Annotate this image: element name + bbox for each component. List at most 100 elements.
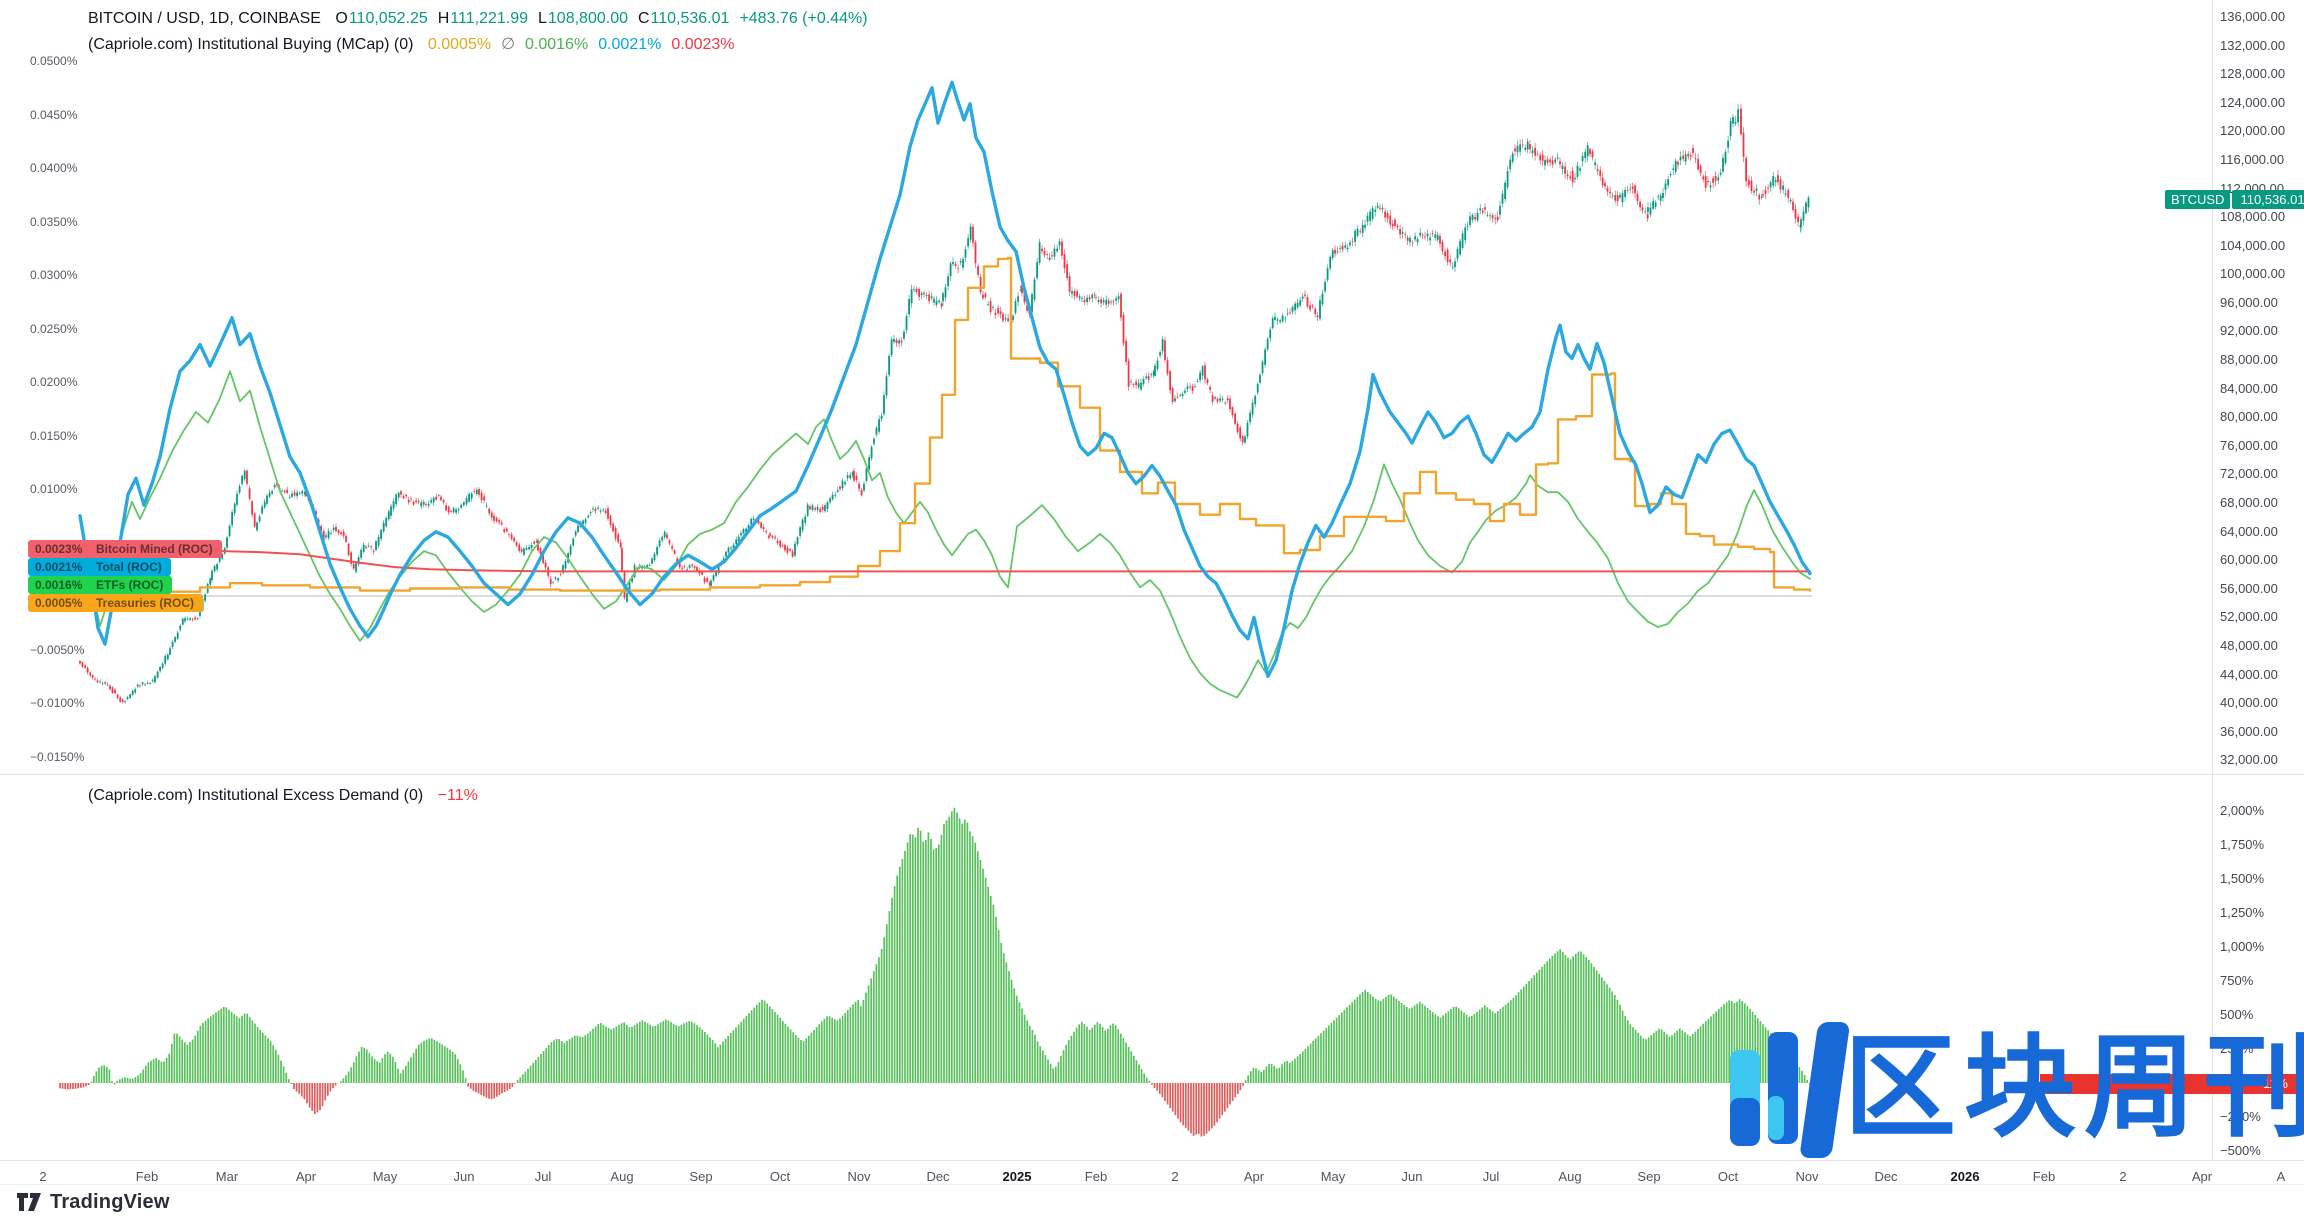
roc-tag-value: 0.0021% (35, 560, 83, 574)
lower-pct-tick: 500% (2220, 1007, 2254, 1022)
time-tick: May (1320, 1169, 1346, 1184)
price-tick: 48,000.00 (2220, 637, 2278, 653)
lower-indicator-legend-row[interactable]: (Capriole.com) Institutional Excess Dema… (88, 787, 478, 805)
roc-tag-value: 0.0016% (35, 578, 83, 592)
price-tick: 44,000.00 (2220, 666, 2278, 682)
price-tick: 52,000.00 (2220, 609, 2278, 625)
time-tick: A (2276, 1169, 2286, 1184)
ohlc-value: 108,800.00 (547, 10, 628, 27)
roc-tag-label: ETFs (ROC) (96, 578, 164, 592)
price-tick: 40,000.00 (2220, 695, 2278, 711)
time-tick: Feb (135, 1169, 159, 1184)
price-change: +483.76 (+0.44%) (739, 10, 868, 27)
roc-tag-total-roc-: 0.0021% Total (ROC) (28, 558, 171, 576)
indicator-value: 0.0023% (671, 36, 735, 53)
time-tick: Jun (1401, 1169, 1423, 1184)
time-tick: May (372, 1169, 398, 1184)
time-tick: Jun (453, 1169, 475, 1184)
time-tick: Dec (926, 1169, 950, 1184)
footer-divider (0, 1184, 2304, 1185)
time-tick: Dec (1874, 1169, 1898, 1184)
ohlc-key: C (637, 10, 650, 27)
price-tick: 88,000.00 (2220, 352, 2278, 368)
price-tick: 128,000.00 (2220, 66, 2286, 82)
price-tick: 64,000.00 (2220, 523, 2278, 539)
indicator-value: ∅ (501, 36, 516, 53)
time-tick: 2 (39, 1169, 47, 1184)
time-tick: Apr (295, 1169, 317, 1184)
price-tick: 136,000.00 (2220, 9, 2286, 24)
price-tick: 60,000.00 (2220, 552, 2278, 568)
excess-demand-last-value: −11% (2255, 1076, 2288, 1091)
last-price-value: 110,536.01 (2232, 190, 2304, 209)
pane-separator[interactable] (0, 774, 2304, 775)
time-tick: 2026 (1950, 1169, 1980, 1184)
price-tick: 92,000.00 (2220, 323, 2278, 339)
price-tick: 72,000.00 (2220, 466, 2278, 482)
lower-indicator-value: −11% (437, 787, 478, 804)
indicator-value: 0.0016% (525, 36, 589, 53)
ohlc-key: O (335, 10, 348, 27)
tradingview-logo-icon (17, 1193, 41, 1211)
time-tick: Mar (215, 1169, 239, 1184)
time-tick: Nov (1795, 1169, 1819, 1184)
time-tick: Sep (1637, 1169, 1661, 1184)
price-tick: 108,000.00 (2220, 209, 2286, 225)
tradingview-logo-text: TradingView (50, 1190, 170, 1213)
lower-pct-tick: 1,000% (2220, 939, 2265, 954)
ohlc-key: H (437, 10, 450, 27)
indicator-value: 0.0021% (598, 36, 662, 53)
symbol-legend-row[interactable]: BITCOIN / USD, 1D, COINBASE O110,052.25 H… (88, 10, 868, 28)
time-tick: 2025 (1002, 1169, 1032, 1184)
time-tick: Apr (2191, 1169, 2213, 1184)
indicator-legend-row[interactable]: (Capriole.com) Institutional Buying (MCa… (88, 34, 735, 54)
lower-pct-tick: 750% (2220, 973, 2254, 988)
time-tick: Aug (1558, 1169, 1582, 1184)
price-tick: 120,000.00 (2220, 123, 2286, 139)
time-tick: Apr (1243, 1169, 1265, 1184)
roc-tag-label: Bitcoin Mined (ROC) (96, 542, 213, 556)
last-price-tag: BTCUSD 110,536.01 (2165, 190, 2304, 209)
price-tick: 104,000.00 (2220, 237, 2286, 253)
roc-tag-bitcoin-mined-roc-: 0.0023% Bitcoin Mined (ROC) (28, 540, 222, 558)
ohlc-value: 111,221.99 (450, 10, 528, 27)
symbol-title: BITCOIN / USD, 1D, COINBASE (88, 10, 321, 27)
roc-tag-label: Total (ROC) (96, 560, 162, 574)
price-tick: 56,000.00 (2220, 580, 2278, 596)
price-tick: 68,000.00 (2220, 495, 2278, 511)
price-tick: 84,000.00 (2220, 380, 2278, 396)
time-tick: Feb (2032, 1169, 2056, 1184)
roc-tag-treasuries-roc-: 0.0005% Treasuries (ROC) (28, 594, 204, 612)
price-tick: 32,000.00 (2220, 752, 2278, 768)
time-tick: Oct (1717, 1169, 1739, 1184)
lower-pct-tick: 1,750% (2220, 837, 2265, 852)
right-axis-border (2212, 0, 2213, 1160)
time-tick: Jul (1482, 1169, 1500, 1184)
time-tick: Jul (534, 1169, 552, 1184)
price-tick: 132,000.00 (2220, 37, 2286, 53)
footer-branding[interactable]: TradingView (16, 1190, 170, 1214)
excess-demand-value-tag: −11% (2040, 1074, 2298, 1094)
price-tick: 36,000.00 (2220, 723, 2278, 739)
time-tick: Nov (847, 1169, 871, 1184)
indicator-title: (Capriole.com) Institutional Buying (MCa… (88, 36, 414, 53)
indicator-value: 0.0005% (427, 36, 492, 53)
time-tick: Sep (689, 1169, 713, 1184)
right-price-axis[interactable]: 136,000.00 132,000.00 128,000.00 124,000.00… (2220, 0, 2304, 1160)
roc-tag-label: Treasuries (ROC) (96, 596, 195, 610)
roc-tag-value: 0.0023% (35, 542, 83, 556)
lower-pct-tick: 1,500% (2220, 871, 2265, 886)
time-axis[interactable]: 2 Feb Mar Apr May Jun Jul Aug Sep Oct Nov Dec 2025 Fe… (0, 1161, 2304, 1185)
time-tick: Oct (769, 1169, 791, 1184)
price-tick: 96,000.00 (2220, 294, 2278, 310)
price-tick: 116,000.00 (2220, 151, 2285, 167)
roc-tag-value: 0.0005% (35, 596, 83, 610)
indicator-values: 0.0005% ∅ 0.0016% 0.0021% 0.0023% (418, 36, 735, 53)
ohlc-key: L (538, 10, 547, 27)
price-tick: 80,000.00 (2220, 409, 2278, 425)
ohlc-value: 110,052.25 (348, 10, 428, 27)
price-tick: 76,000.00 (2220, 437, 2278, 453)
price-tick: 124,000.00 (2220, 94, 2286, 110)
time-tick: Feb (1084, 1169, 1108, 1184)
